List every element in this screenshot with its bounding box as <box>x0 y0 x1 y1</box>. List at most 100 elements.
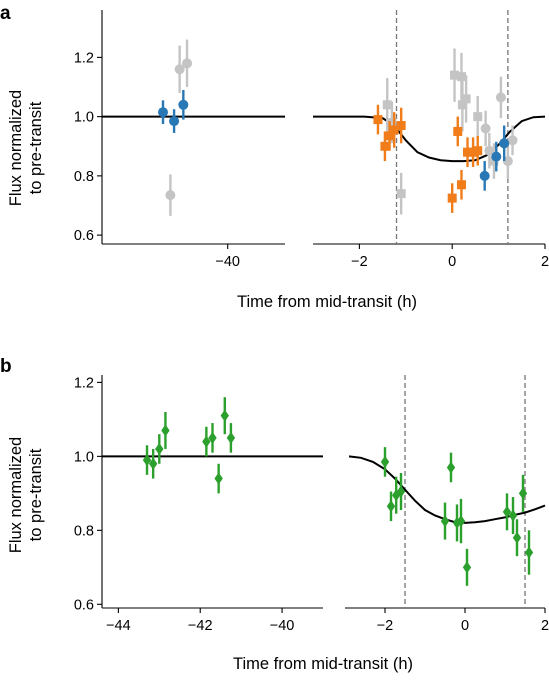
grey-square-point <box>396 189 406 199</box>
panel-a-ylabel-line2: to pre-transit <box>27 101 45 194</box>
xtick-label: −42 <box>188 618 213 634</box>
xtick-label: 0 <box>461 618 469 634</box>
xtick-label: −40 <box>270 618 295 634</box>
panel-b-ylabel: Flux normalized to pre-transit <box>7 437 45 553</box>
xtick-label: −2 <box>351 254 368 270</box>
green-diamond-point <box>456 515 466 528</box>
panel-a-ylabel: Flux normalized to pre-transit <box>7 90 45 206</box>
green-diamond-point <box>220 409 229 422</box>
blue-circle-point <box>491 151 502 162</box>
panel-b-left-axes: 0.6 0.8 1.0 1.2 −44 −42 −40 <box>74 375 323 634</box>
grey-circle-point <box>480 123 491 134</box>
panel-a-letter: a <box>0 3 11 24</box>
ytick-label: 1.2 <box>74 375 94 391</box>
panel-a-right-xticks: −2 0 2 <box>351 244 549 270</box>
green-diamond-point <box>161 424 170 437</box>
xtick-label: 2 <box>541 254 549 270</box>
grey-square-point <box>382 100 392 110</box>
xtick-label: −44 <box>106 618 131 634</box>
panel-a-left-xticks: −40 <box>215 244 240 270</box>
panel-a-ylabel-line1: Flux normalized <box>7 90 25 206</box>
orange-square-point <box>389 125 399 135</box>
grey-circle-point <box>502 156 513 167</box>
panel-b: b Flux normalized to pre-transit 0.6 0.8 1… <box>0 356 549 673</box>
blue-circle-point <box>178 99 189 110</box>
grey-square-point <box>387 118 397 128</box>
green-diamond-point <box>512 531 522 544</box>
green-diamond-point <box>524 546 534 559</box>
panel-a: a Flux normalized to pre-transit 0.6 0.8 1… <box>0 3 549 311</box>
panel-b-letter: b <box>0 356 12 377</box>
panel-b-xlabel: Time from mid-transit (h) <box>233 655 413 673</box>
model-curve <box>348 455 546 524</box>
ytick-label: 1.0 <box>74 449 94 465</box>
xtick-label: −2 <box>377 618 394 634</box>
green-diamond-point <box>518 487 528 500</box>
blue-circle-point <box>479 170 490 181</box>
panel-a-yticks: 0.6 0.8 1.0 1.2 <box>74 50 102 244</box>
orange-square-point <box>385 131 395 141</box>
orange-square-point <box>463 147 473 157</box>
green-diamond-point <box>502 505 512 518</box>
grey-circle-point <box>484 145 495 156</box>
panel-a-left-axes: 0.6 0.8 1.0 1.2 −40 <box>74 10 285 270</box>
orange-square-point <box>447 193 457 203</box>
grey-square-point <box>450 70 460 80</box>
green-diamond-point <box>148 457 158 470</box>
green-diamond-point <box>440 515 450 528</box>
panel-b-right-axes: −2 0 2 <box>345 375 549 634</box>
orange-square-point <box>453 126 463 136</box>
blue-circle-point <box>169 116 180 127</box>
panel-b-right-model <box>348 455 546 524</box>
panel-b-ylabel-line1: Flux normalized <box>7 437 25 553</box>
grey-circle-point <box>165 190 176 201</box>
panel-b-ylabel-line2: to pre-transit <box>27 448 45 541</box>
grey-circle-point <box>495 92 506 103</box>
orange-square-point <box>396 121 406 131</box>
blue-circle-point <box>499 138 510 149</box>
green-diamond-point <box>142 454 152 467</box>
green-diamond-point <box>396 485 406 498</box>
ytick-label: 1.0 <box>74 110 94 126</box>
panel-b-left-xticks: −44 −42 −40 <box>106 608 294 634</box>
orange-square-point <box>456 180 466 190</box>
xtick-label: 0 <box>448 254 456 270</box>
panel-a-right-axes: −2 0 2 <box>313 10 549 270</box>
grey-square-point <box>456 72 466 82</box>
blue-circle-point <box>158 107 168 118</box>
grey-square-point <box>457 100 467 110</box>
green-diamond-point <box>462 561 472 574</box>
ytick-label: 0.6 <box>74 228 94 244</box>
panel-b-left-points <box>142 397 236 494</box>
orange-square-point <box>373 115 383 125</box>
xtick-label: −40 <box>215 254 240 270</box>
ytick-label: 0.6 <box>74 597 94 613</box>
grey-circle-point <box>182 58 193 69</box>
green-diamond-point <box>508 509 518 522</box>
grey-circle-point <box>174 64 185 75</box>
orange-square-point <box>380 141 390 151</box>
green-diamond-point <box>386 500 396 513</box>
grey-square-point <box>489 156 499 166</box>
grey-circle-point <box>507 135 518 146</box>
panel-b-right-xticks: −2 0 2 <box>377 608 549 634</box>
green-diamond-point <box>446 461 456 474</box>
green-diamond-point <box>202 435 211 448</box>
green-diamond-point <box>155 442 164 455</box>
ytick-label: 0.8 <box>74 523 94 539</box>
ytick-label: 1.2 <box>74 50 94 66</box>
panel-b-transit-markers <box>404 375 526 608</box>
green-diamond-point <box>226 431 236 444</box>
xtick-label: 2 <box>541 618 549 634</box>
ytick-label: 0.8 <box>74 169 94 185</box>
panel-a-xlabel: Time from mid-transit (h) <box>237 293 417 311</box>
green-diamond-point <box>214 472 223 485</box>
panel-a-left-points <box>158 39 193 216</box>
panel-a-right-points <box>373 48 518 215</box>
orange-square-point <box>468 147 478 157</box>
grey-square-point <box>473 112 483 122</box>
orange-square-point <box>473 146 483 156</box>
panel-b-yticks: 0.6 0.8 1.0 1.2 <box>74 375 102 613</box>
green-diamond-point <box>380 455 390 468</box>
